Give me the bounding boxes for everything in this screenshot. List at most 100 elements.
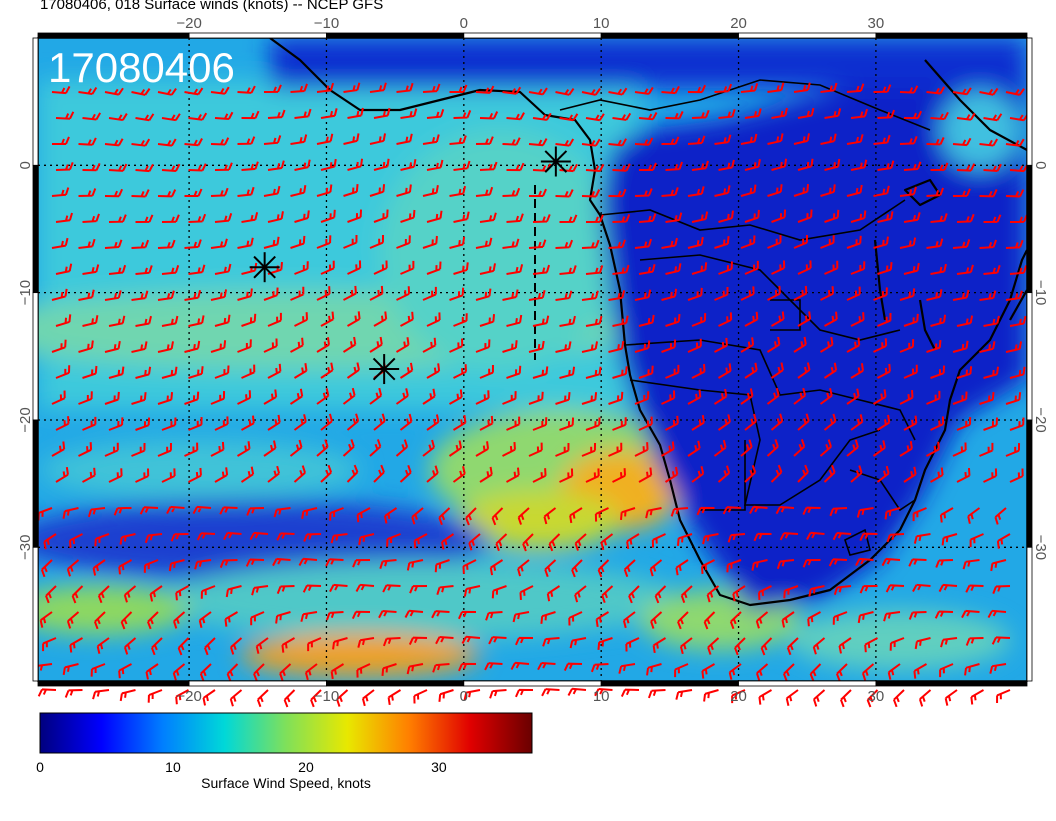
star-markers: [249, 146, 571, 385]
wind-barb: [408, 636, 428, 645]
wind-barb: [775, 505, 795, 515]
wind-barb: [877, 312, 892, 327]
wind-barb: [55, 212, 73, 223]
wind-barb: [157, 442, 172, 457]
wind-barb: [199, 663, 212, 682]
wind-barb: [820, 133, 837, 145]
wind-barb: [661, 187, 679, 197]
wind-barb: [78, 391, 93, 405]
wind-barb: [108, 113, 128, 122]
colorbar-tick-label: 20: [298, 759, 314, 775]
lat-tick-label-left: −30: [17, 535, 34, 560]
wind-barb: [320, 311, 335, 327]
wind-barb: [45, 585, 57, 604]
wind-barb: [283, 689, 296, 708]
wind-barb: [237, 390, 252, 405]
wind-barb: [793, 234, 808, 249]
wind-barb: [356, 663, 371, 678]
lat-tick-label-left: −20: [17, 407, 34, 432]
wind-barb: [263, 440, 277, 457]
wind-barb: [123, 585, 137, 603]
wind-barb: [713, 439, 727, 457]
wind-barb: [634, 86, 654, 95]
wind-barb: [304, 663, 318, 681]
wind-barb: [581, 138, 601, 147]
wind-barb: [991, 636, 1011, 645]
lon-tick-label-bottom: 30: [868, 688, 885, 705]
wind-barb: [281, 637, 296, 653]
lat-tick-label-left: 0: [17, 161, 34, 169]
wind-barb: [200, 585, 216, 599]
wind-barb: [1005, 392, 1022, 405]
wind-barb: [396, 133, 413, 145]
wind-barb: [823, 413, 837, 431]
wind-barb: [581, 88, 601, 96]
wind-barb: [767, 184, 783, 197]
lat-tick-label-right: −10: [1032, 280, 1049, 305]
wind-barb: [889, 637, 905, 651]
wind-barb: [188, 315, 205, 327]
wind-barb: [718, 312, 733, 327]
wind-barb: [301, 507, 318, 520]
wind-barb: [597, 559, 610, 578]
wind-barb: [926, 86, 946, 95]
wind-barb: [612, 264, 630, 275]
wind-barb: [396, 184, 412, 197]
wind-barb: [913, 533, 931, 544]
wind-barb: [846, 388, 860, 405]
wind-barb: [714, 134, 732, 145]
wind-barb: [250, 611, 265, 626]
wind-barb: [622, 611, 636, 629]
wind-barb: [192, 505, 212, 515]
wind-barb: [766, 336, 781, 353]
lon-tick-label-top: 30: [868, 15, 885, 32]
wind-barb: [290, 134, 308, 145]
lon-tick-label-bottom: 20: [730, 688, 747, 705]
wind-barb: [850, 465, 863, 483]
wind-barb: [214, 111, 234, 120]
wind-barb: [691, 364, 706, 379]
wind-barb: [866, 689, 879, 708]
wind-barb: [691, 160, 709, 171]
wind-barb: [310, 689, 322, 708]
wind-barb: [753, 532, 772, 542]
wind-barb: [82, 365, 98, 379]
colorbar-tick-label: 10: [165, 759, 181, 775]
wind-barb: [343, 133, 360, 145]
wind-barb: [352, 559, 371, 568]
top-axis-bar: [600, 32, 739, 39]
wind-barb: [104, 188, 124, 198]
wind-barb: [436, 585, 454, 596]
wind-barb: [612, 366, 628, 379]
wind-barb: [422, 134, 440, 145]
wind-barb: [600, 533, 614, 551]
wind-barb: [161, 417, 177, 431]
wind-barb: [87, 507, 106, 518]
wind-barb: [628, 585, 640, 604]
wind-barb: [793, 82, 811, 93]
wind-barb: [797, 311, 812, 327]
wind-barb: [157, 87, 177, 96]
right-axis-bar: [1026, 546, 1033, 682]
wind-barb: [532, 366, 549, 379]
wind-barb: [542, 637, 560, 647]
colorbar-label: Surface Wind Speed, knots: [201, 775, 371, 791]
wind-barb: [118, 559, 132, 575]
wind-barb: [877, 211, 894, 223]
wind-barb: [369, 184, 386, 197]
wind-barb: [97, 585, 110, 604]
wind-barb: [502, 187, 521, 197]
wind-barb: [453, 110, 472, 119]
wind-barb: [329, 583, 348, 593]
wind-barb: [625, 637, 640, 652]
wind-barb: [559, 366, 576, 379]
wind-barb: [926, 136, 945, 146]
wind-barb: [386, 533, 401, 547]
wind-barb: [861, 663, 875, 681]
wind-barb: [253, 663, 265, 682]
wind-barb: [303, 533, 322, 542]
wind-barb: [214, 467, 229, 483]
lon-tick-label-bottom: −10: [314, 688, 339, 705]
wind-barb: [850, 363, 864, 379]
wind-barb: [956, 163, 976, 172]
